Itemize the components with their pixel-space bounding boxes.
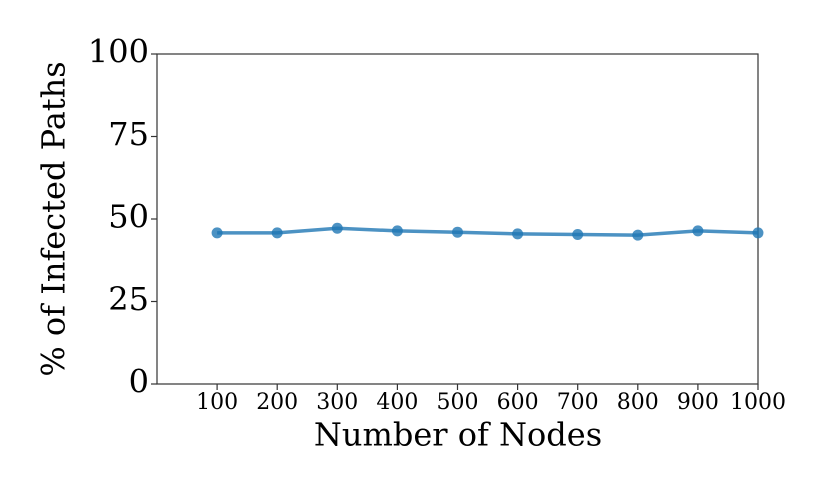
x-tick-label: 900 bbox=[677, 390, 719, 415]
x-tick-label: 400 bbox=[376, 390, 418, 415]
y-tick-label: 50 bbox=[108, 198, 149, 236]
x-tick-label: 1000 bbox=[730, 390, 786, 415]
series-line bbox=[217, 226, 759, 237]
data-point bbox=[271, 227, 283, 239]
data-point bbox=[512, 228, 524, 240]
y-tick-label: 75 bbox=[108, 115, 149, 153]
y-tick-label: 0 bbox=[129, 363, 149, 401]
data-point bbox=[752, 227, 764, 239]
data-point bbox=[632, 229, 644, 241]
x-tick-label: 200 bbox=[256, 390, 298, 415]
data-point bbox=[452, 226, 463, 238]
x-tick-label: 500 bbox=[437, 390, 479, 415]
x-tick-label: 800 bbox=[617, 390, 659, 415]
x-axis-label: Number of Nodes bbox=[314, 416, 602, 454]
y-axis-label: % of Infected Paths bbox=[35, 61, 73, 376]
data-point bbox=[211, 227, 223, 239]
x-tick-label: 700 bbox=[557, 390, 599, 415]
x-tick-label: 100 bbox=[196, 390, 238, 415]
y-tick-label: 25 bbox=[108, 280, 149, 318]
data-point bbox=[692, 225, 704, 237]
data-point bbox=[572, 229, 584, 241]
data-point bbox=[391, 225, 403, 237]
x-tick-label: 600 bbox=[497, 390, 539, 415]
data-point bbox=[331, 222, 343, 234]
plot-frame bbox=[156, 53, 759, 385]
y-tick-label: 100 bbox=[88, 33, 149, 71]
x-tick-label: 300 bbox=[316, 390, 358, 415]
